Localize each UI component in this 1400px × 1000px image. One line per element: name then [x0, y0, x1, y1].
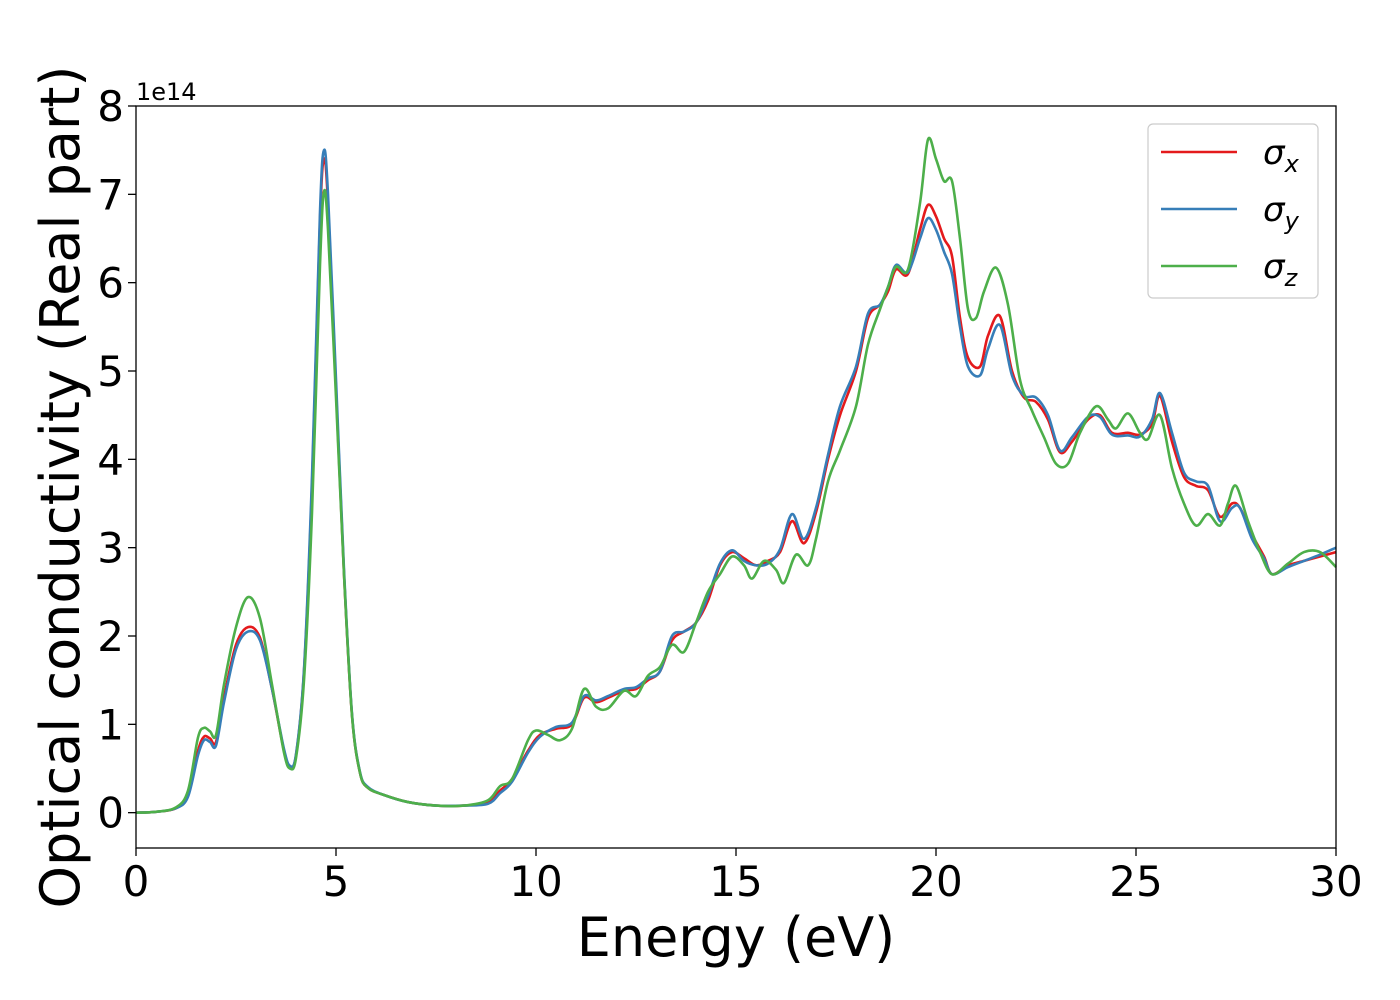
x-tick-label: 10: [509, 857, 562, 906]
legend-entries: σx σy σz: [1161, 133, 1300, 292]
y-axis-offset-label: 1e14: [136, 78, 197, 106]
legend-label-z: σz: [1263, 247, 1299, 292]
x-axis-label: Energy (eV): [577, 906, 896, 969]
y-tick-label: 3: [97, 524, 124, 573]
x-tick-label: 30: [1309, 857, 1362, 906]
legend-label-x: σx: [1263, 133, 1300, 178]
y-tick-label: 7: [97, 170, 124, 219]
legend-box: [1147, 123, 1319, 299]
x-tick-label: 20: [909, 857, 962, 906]
x-tick-label: 15: [709, 857, 762, 906]
y-tick-label: 8: [97, 82, 124, 131]
y-tick-label: 5: [97, 347, 124, 396]
legend: σx σy σz: [1147, 123, 1319, 299]
series-line-z: [135, 136, 1337, 814]
x-tick-label: 5: [323, 857, 350, 906]
x-tick-label: 0: [123, 857, 150, 906]
y-tick-label: 6: [97, 259, 124, 308]
y-tick-label: 0: [97, 789, 124, 838]
y-tick-label: 1: [97, 700, 124, 749]
y-tick-label: 2: [97, 612, 124, 661]
y-axis-label: Optical conductivity (Real part): [29, 66, 92, 909]
x-axis-ticks: 0 5 10 15 20 25 30: [123, 848, 1363, 906]
legend-label-y: σy: [1263, 190, 1300, 235]
y-tick-label: 4: [97, 435, 124, 484]
x-tick-label: 25: [1109, 857, 1162, 906]
series-layer: [135, 136, 1337, 814]
y-axis-ticks: 0 1 2 3 4 5 6 7 8: [97, 82, 136, 838]
